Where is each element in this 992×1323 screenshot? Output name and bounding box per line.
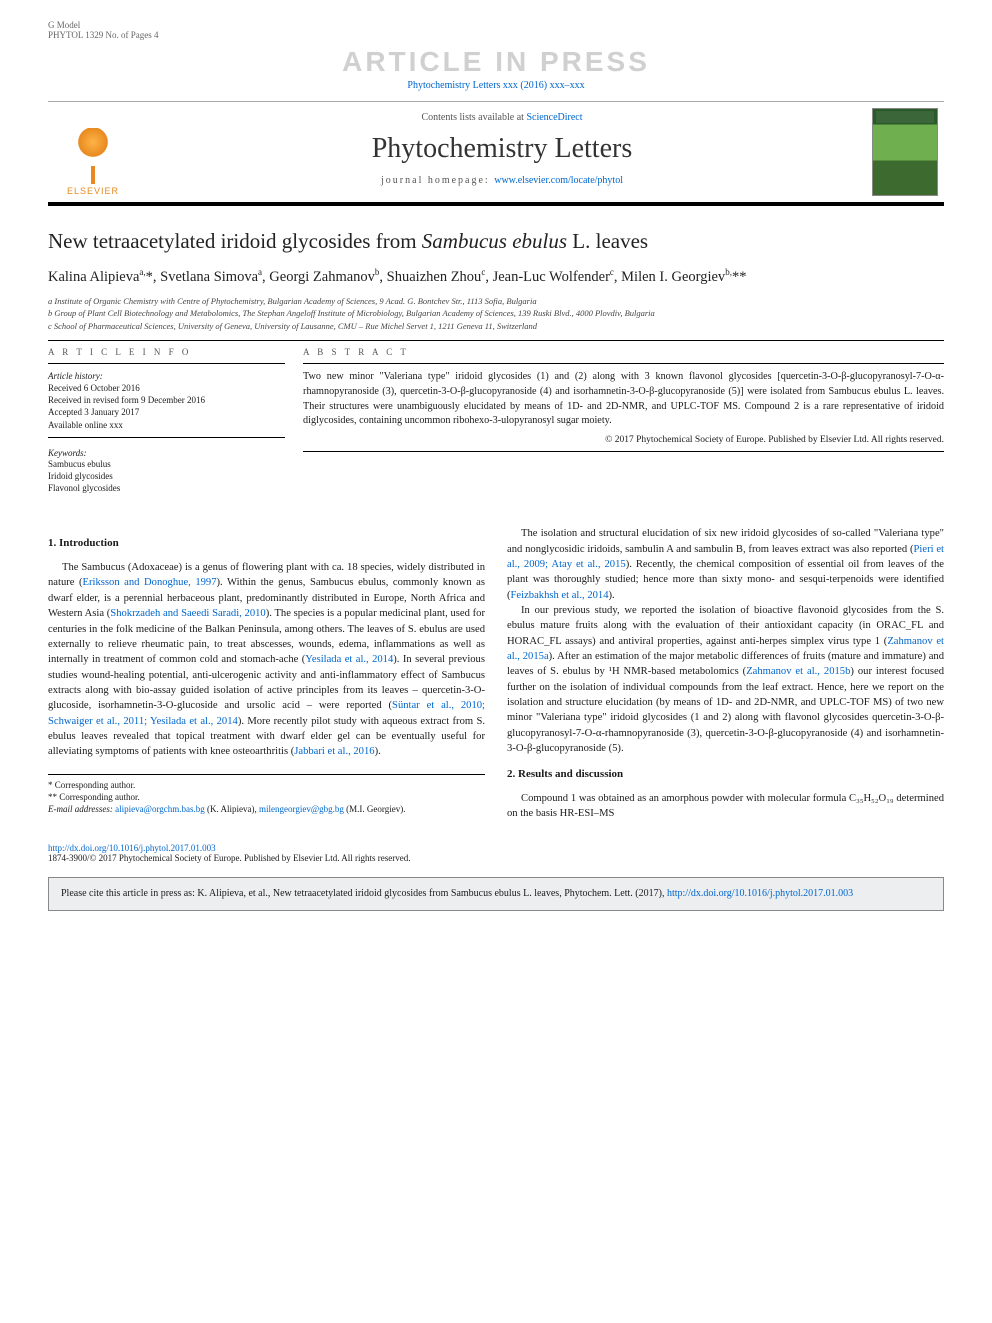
affiliation-a: a Institute of Organic Chemistry with Ce… — [48, 296, 944, 307]
section-1-head: 1. Introduction — [48, 536, 485, 552]
issn-copyright-line: 1874-3900/© 2017 Phytochemical Society o… — [48, 853, 944, 863]
keyword-2: Iridoid glycosides — [48, 470, 285, 482]
body-two-columns: 1. Introduction The Sambucus (Adoxaceae)… — [48, 526, 944, 821]
cite-eriksson-1997[interactable]: Eriksson and Donoghue, 1997 — [83, 577, 217, 588]
affiliation-c: c School of Pharmaceutical Sciences, Uni… — [48, 321, 944, 332]
email1-who: (K. Alipieva), — [205, 804, 259, 814]
p1f: ). — [375, 746, 381, 757]
header-strip: G Model PHYTOL 1329 No. of Pages 4 — [48, 20, 944, 40]
history-block: Article history: Received 6 October 2016… — [48, 370, 285, 431]
p2c: ). — [609, 590, 615, 601]
keyword-1: Sambucus ebulus — [48, 458, 285, 470]
history-accepted: Accepted 3 January 2017 — [48, 406, 285, 418]
doi-block: http://dx.doi.org/10.1016/j.phytol.2017.… — [48, 843, 944, 863]
p3c: ) our interest focused further on the is… — [507, 666, 944, 754]
corr-author-1: * Corresponding author. — [48, 779, 485, 791]
affiliations: a Institute of Organic Chemistry with Ce… — [48, 296, 944, 332]
cite-yesilada-2014[interactable]: Yesilada et al., 2014 — [305, 654, 393, 665]
elsevier-logo-block: ELSEVIER — [48, 102, 138, 202]
author-list: Kalina Alipievaa,*, Svetlana Simovaa, Ge… — [48, 266, 944, 287]
citation-box: Please cite this article in press as: K.… — [48, 877, 944, 911]
cite-jabbari-2016[interactable]: Jabbari et al., 2016 — [294, 746, 374, 757]
sciencedirect-link[interactable]: ScienceDirect — [526, 112, 582, 123]
email-georgiev[interactable]: milengeorgiev@gbg.bg — [259, 804, 344, 814]
citebox-text: Please cite this article in press as: K.… — [61, 888, 667, 899]
cite-shokrzadeh-2010[interactable]: Shokrzadeh and Saeedi Saradi, 2010 — [110, 608, 265, 619]
p3a: In our previous study, we reported the i… — [507, 605, 944, 647]
intro-para-3: In our previous study, we reported the i… — [507, 603, 944, 757]
abstract-text: Two new minor "Valeriana type" iridoid g… — [303, 370, 944, 429]
rule-kw — [48, 437, 285, 438]
email-alipieva[interactable]: alipieva@orgchm.bas.bg — [115, 804, 205, 814]
p2a: The isolation and structural elucidation… — [507, 528, 944, 554]
journal-title: Phytochemistry Letters — [138, 133, 866, 165]
keywords-label: Keywords: — [48, 448, 285, 458]
keywords-list: Sambucus ebulus Iridoid glycosides Flavo… — [48, 458, 285, 494]
elsevier-tree-icon — [68, 128, 118, 184]
citebox-doi-link[interactable]: http://dx.doi.org/10.1016/j.phytol.2017.… — [667, 888, 853, 899]
journal-reference: Phytochemistry Letters xxx (2016) xxx–xx… — [48, 80, 944, 91]
article-info-column: A R T I C L E I N F O Article history: R… — [48, 347, 285, 494]
email-line: E-mail addresses: alipieva@orgchm.bas.bg… — [48, 803, 485, 815]
keyword-3: Flavonol glycosides — [48, 482, 285, 494]
watermark-article-in-press: ARTICLE IN PRESS — [48, 46, 944, 78]
abstract-column: A B S T R A C T Two new minor "Valeriana… — [303, 347, 944, 494]
gmodel-label: G Model — [48, 20, 159, 30]
cite-zahmanov-2015b[interactable]: Zahmanov et al., 2015b — [746, 666, 850, 677]
homepage-link[interactable]: www.elsevier.com/locate/phytol — [494, 175, 623, 186]
email-label: E-mail addresses: — [48, 804, 115, 814]
history-received: Received 6 October 2016 — [48, 382, 285, 394]
info-abstract-row: A R T I C L E I N F O Article history: R… — [48, 347, 944, 494]
article-info-head: A R T I C L E I N F O — [48, 347, 285, 357]
journal-cover-thumbnail — [872, 108, 938, 196]
intro-para-1: The Sambucus (Adoxaceae) is a genus of f… — [48, 560, 485, 760]
abstract-copyright: © 2017 Phytochemical Society of Europe. … — [303, 435, 944, 445]
history-online: Available online xxx — [48, 419, 285, 431]
cite-feizbakhsh-2014[interactable]: Feizbakhsh et al., 2014 — [511, 590, 609, 601]
contents-prefix: Contents lists available at — [421, 112, 526, 123]
history-revised: Received in revised form 9 December 2016 — [48, 394, 285, 406]
section-2-head: 2. Results and discussion — [507, 767, 944, 783]
rule-abs — [303, 363, 944, 364]
intro-para-2: The isolation and structural elucidation… — [507, 526, 944, 603]
homepage-label: journal homepage: — [381, 175, 494, 186]
cover-thumb-block — [866, 102, 944, 202]
results-para-1: Compound 1 was obtained as an amorphous … — [507, 791, 944, 822]
rule-top — [48, 340, 944, 341]
corr-author-2: ** Corresponding author. — [48, 791, 485, 803]
masthead: ELSEVIER Contents lists available at Sci… — [48, 101, 944, 206]
contents-line: Contents lists available at ScienceDirec… — [138, 112, 866, 123]
masthead-center: Contents lists available at ScienceDirec… — [138, 102, 866, 202]
article-title: New tetraacetylated iridoid glycosides f… — [48, 228, 944, 254]
elsevier-wordmark: ELSEVIER — [67, 186, 119, 196]
homepage-line: journal homepage: www.elsevier.com/locat… — [138, 175, 866, 186]
doi-link[interactable]: http://dx.doi.org/10.1016/j.phytol.2017.… — [48, 843, 216, 853]
footnotes-block: * Corresponding author. ** Corresponding… — [48, 774, 485, 815]
model-code: PHYTOL 1329 No. of Pages 4 — [48, 30, 159, 40]
affiliation-b: b Group of Plant Cell Biotechnology and … — [48, 308, 944, 319]
email2-who: (M.I. Georgiev). — [344, 804, 406, 814]
history-label: Article history: — [48, 370, 285, 382]
rule-abs-bottom — [303, 451, 944, 452]
rule-info — [48, 363, 285, 364]
abstract-head: A B S T R A C T — [303, 347, 944, 357]
